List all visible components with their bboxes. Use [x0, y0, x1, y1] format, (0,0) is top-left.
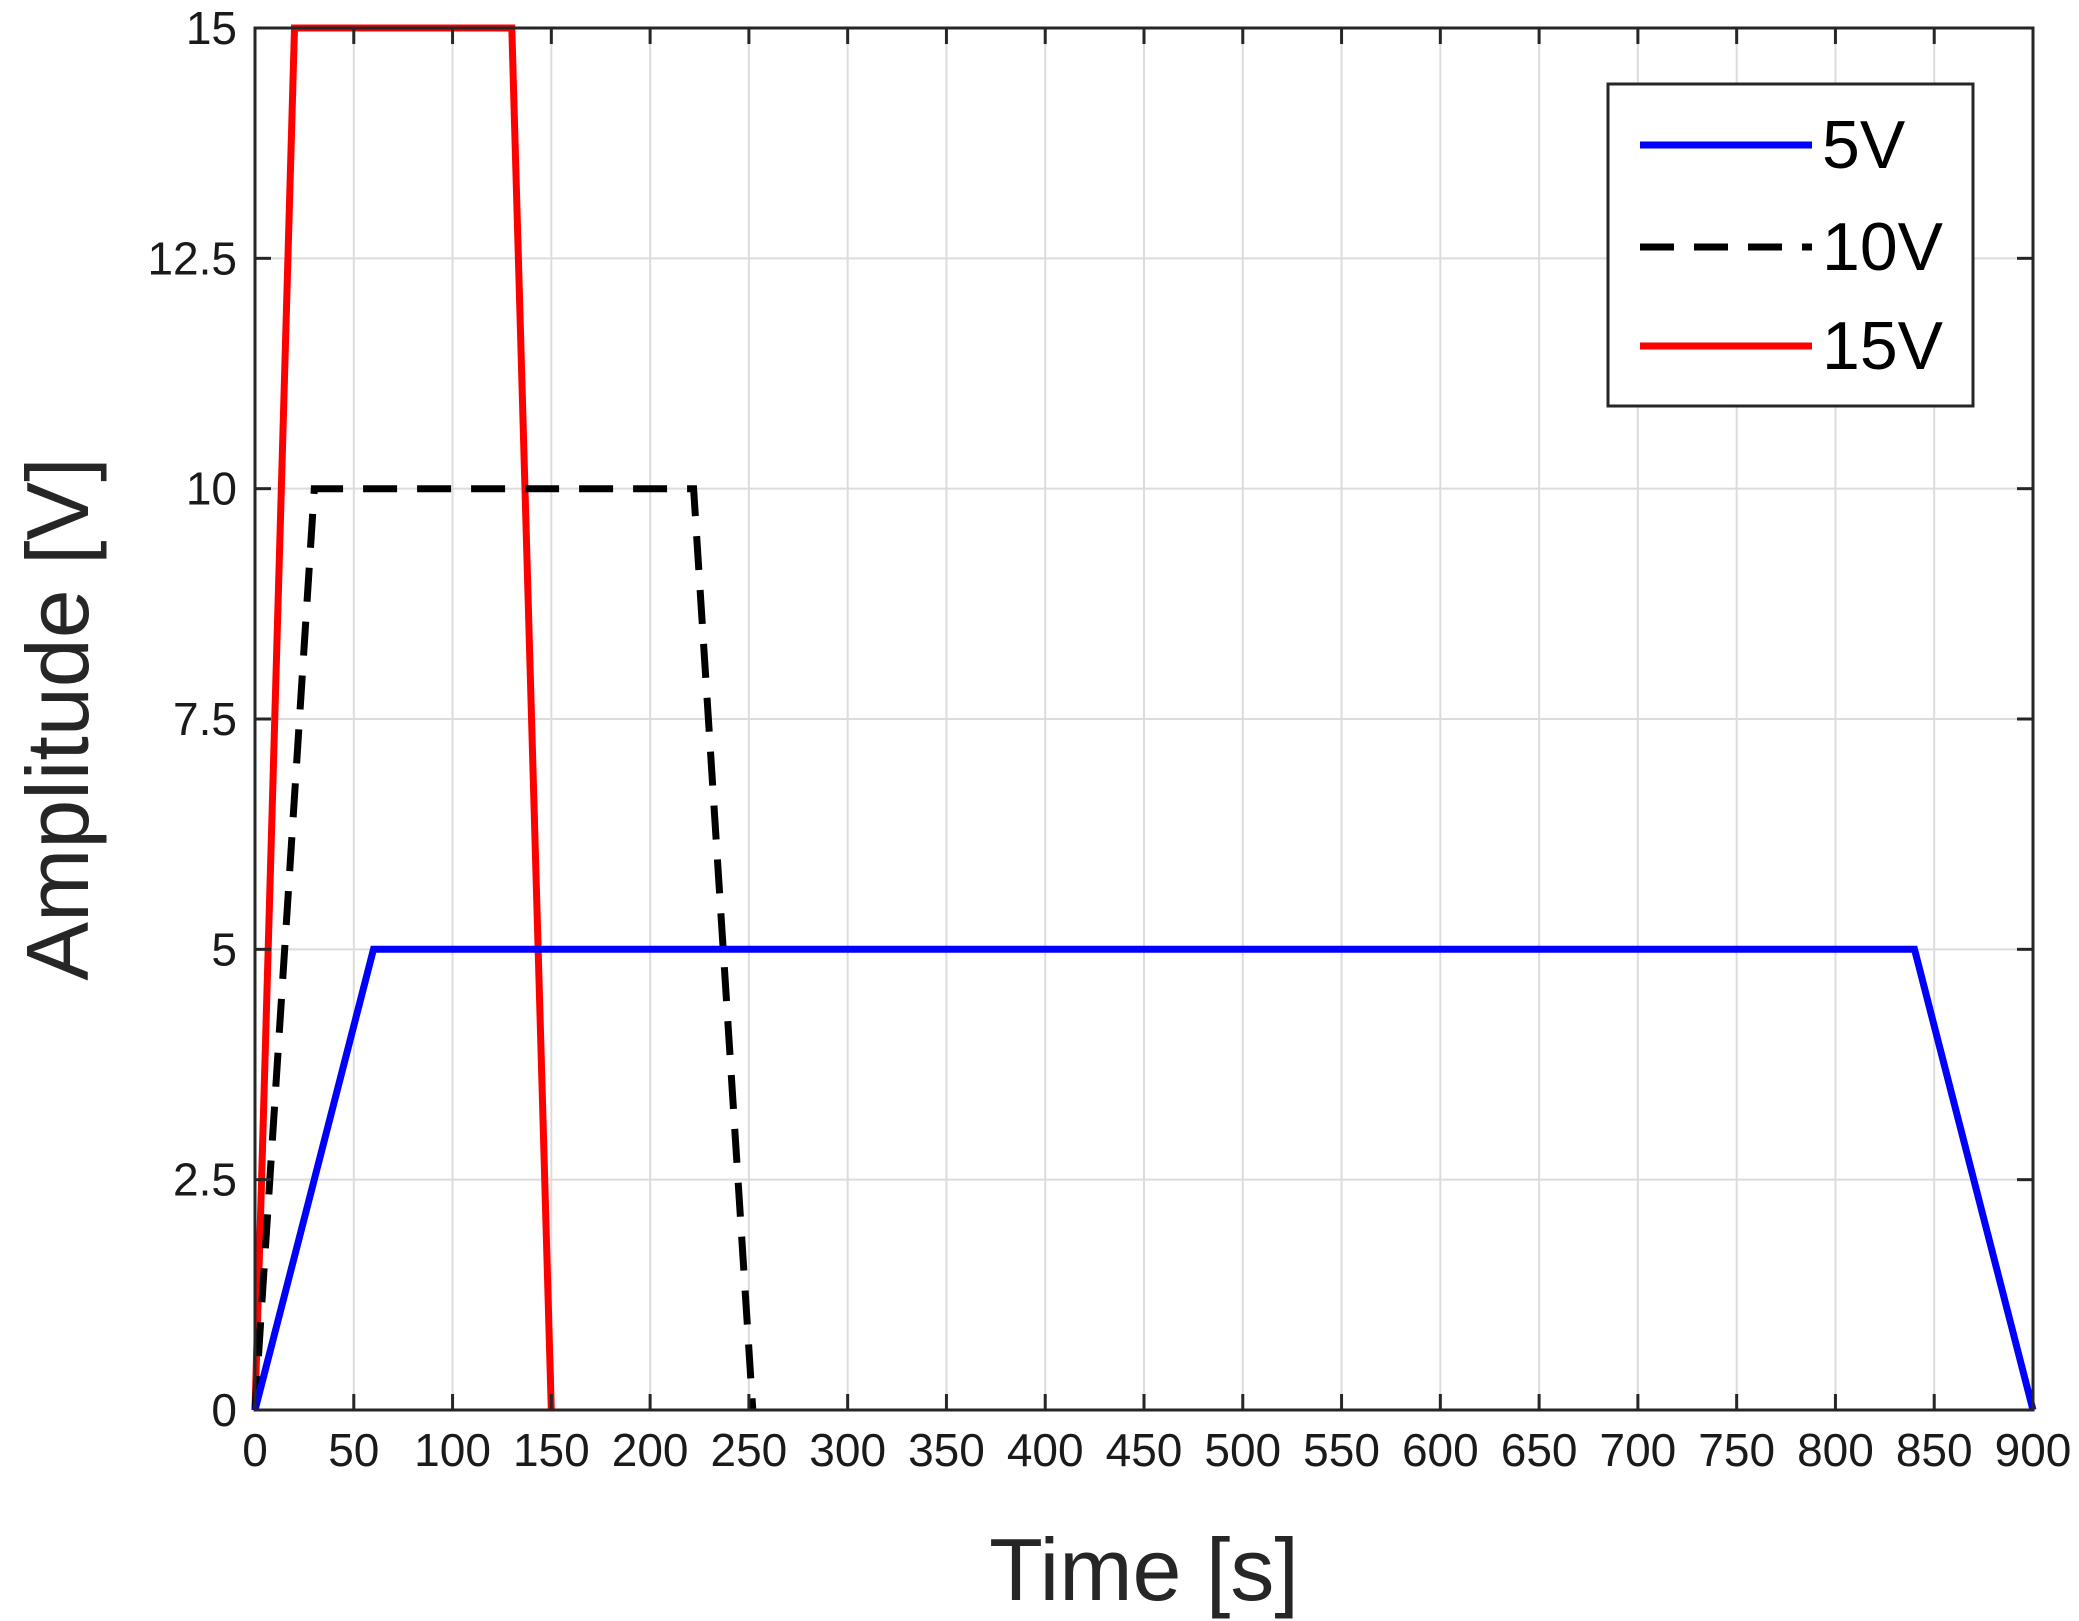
- x-tick-label: 300: [809, 1424, 886, 1476]
- y-tick-label: 7.5: [173, 693, 237, 745]
- x-tick-label: 100: [414, 1424, 491, 1476]
- y-axis-title: Amplitude [V]: [8, 457, 107, 980]
- x-tick-label: 250: [711, 1424, 788, 1476]
- tick-marks: [253, 26, 2035, 1412]
- x-tick-label: 600: [1402, 1424, 1479, 1476]
- y-tick-label: 15: [186, 2, 237, 54]
- x-tick-label: 850: [1896, 1424, 1973, 1476]
- legend-label-5v: 5V: [1822, 107, 1906, 183]
- x-tick-label: 900: [1995, 1424, 2072, 1476]
- y-tick-label: 0: [211, 1384, 237, 1436]
- x-tick-label: 800: [1797, 1424, 1874, 1476]
- x-tick-label: 200: [612, 1424, 689, 1476]
- x-tick-label: 350: [908, 1424, 985, 1476]
- x-tick-label: 50: [328, 1424, 379, 1476]
- x-tick-labels: 0 50 100 150 200 250 300 350 400 450 500 550 600 650 7…: [242, 1424, 2071, 1476]
- y-tick-label: 5: [211, 923, 237, 975]
- x-tick-label: 450: [1106, 1424, 1183, 1476]
- y-tick-label: 12.5: [147, 232, 237, 284]
- x-tick-label: 550: [1303, 1424, 1380, 1476]
- legend-label-10v: 10V: [1822, 209, 1944, 285]
- series-line-10v: [251, 485, 757, 1411]
- legend: 5V 10V 15V: [1606, 82, 1975, 408]
- y-tick-label: 10: [186, 463, 237, 515]
- x-tick-label: 150: [513, 1424, 590, 1476]
- y-tick-labels: 0 2.5 5 7.5 10 12.5 15: [147, 2, 237, 1436]
- x-axis-title: Time [s]: [989, 1520, 1299, 1619]
- series-line-5v: [251, 945, 2037, 1411]
- x-tick-label: 700: [1600, 1424, 1677, 1476]
- x-tick-label: 750: [1698, 1424, 1775, 1476]
- x-tick-label: 650: [1501, 1424, 1578, 1476]
- x-tick-label: 0: [242, 1424, 268, 1476]
- legend-label-15v: 15V: [1822, 308, 1944, 384]
- y-tick-label: 2.5: [173, 1154, 237, 1206]
- x-tick-label: 400: [1007, 1424, 1084, 1476]
- x-tick-label: 500: [1204, 1424, 1281, 1476]
